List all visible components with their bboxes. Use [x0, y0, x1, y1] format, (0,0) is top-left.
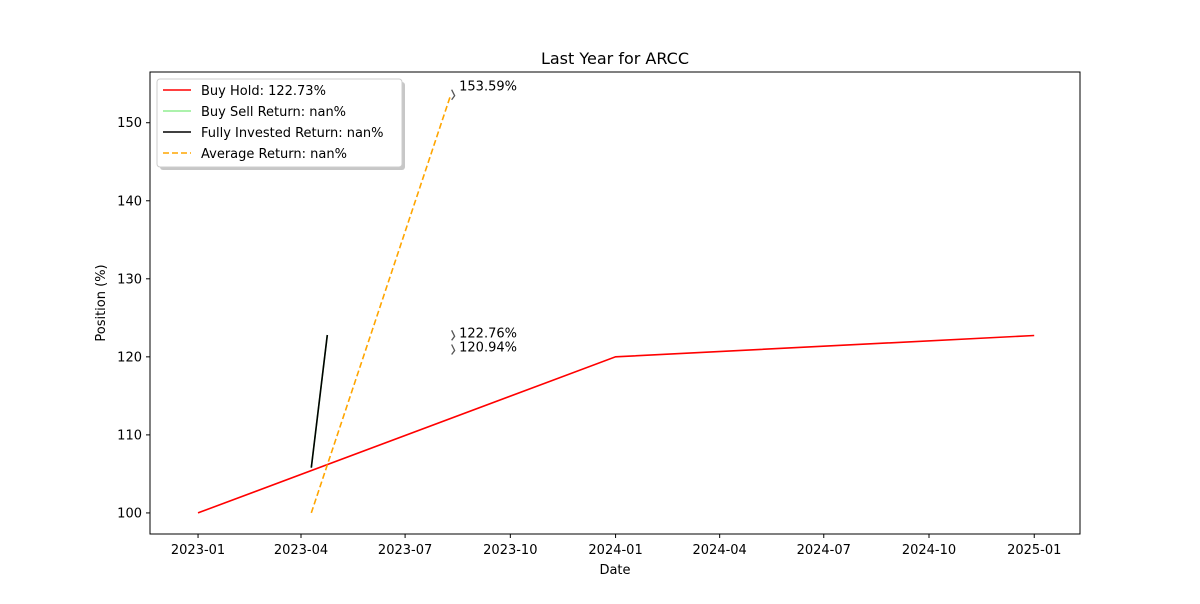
x-tick-label: 2023-07 — [378, 543, 432, 558]
x-tick-label: 2024-04 — [693, 543, 747, 558]
y-tick-label: 130 — [117, 272, 142, 287]
annotation-label: 120.94% — [459, 341, 517, 356]
legend-label: Average Return: nan% — [201, 147, 347, 162]
series-line-fully-invested — [310, 334, 329, 468]
legend-label: Fully Invested Return: nan% — [201, 126, 384, 141]
y-axis-label: Position (%) — [94, 264, 109, 341]
y-tick-label: 120 — [117, 350, 142, 365]
plot-series-group — [197, 94, 1035, 514]
series-line-buy-hold — [197, 334, 1035, 514]
x-tick-label: 2023-10 — [483, 543, 537, 558]
annotation-label: 122.76% — [459, 326, 517, 341]
y-tick-label: 140 — [117, 194, 142, 209]
series-line-average — [310, 94, 452, 514]
chart-title: Last Year for ARCC — [541, 49, 689, 68]
x-tick-label: 2024-01 — [588, 543, 642, 558]
annotation-label: 153.59% — [459, 80, 517, 95]
y-tick-label: 150 — [117, 116, 142, 131]
annotation-group: 153.59% 122.76%120.94% — [451, 80, 517, 356]
legend: Buy Hold: 122.73% Buy Sell Return: nan% Fu… — [156, 78, 405, 170]
legend-box — [156, 78, 403, 168]
x-tick-label: 2023-01 — [171, 543, 225, 558]
annotation-arrow — [451, 344, 456, 355]
y-tick-label: 110 — [117, 428, 142, 443]
x-axis: 2023-01 2023-04 2023-07 2023-10 2024-01 2024-… — [171, 534, 1061, 558]
annotation-arrow — [451, 330, 456, 341]
x-tick-label: 2024-10 — [902, 543, 956, 558]
x-tick-label: 2024-07 — [797, 543, 851, 558]
legend-label: Buy Hold: 122.73% — [201, 84, 326, 99]
y-axis: 100 110 120 130 140 150 — [117, 116, 150, 521]
annotation-arrow — [451, 89, 456, 101]
legend-label: Buy Sell Return: nan% — [201, 105, 346, 120]
x-tick-label: 2023-04 — [274, 543, 328, 558]
x-axis-label: Date — [599, 563, 630, 578]
x-tick-label: 2025-01 — [1007, 543, 1061, 558]
y-tick-label: 100 — [117, 506, 142, 521]
plot-frame — [149, 71, 1081, 535]
